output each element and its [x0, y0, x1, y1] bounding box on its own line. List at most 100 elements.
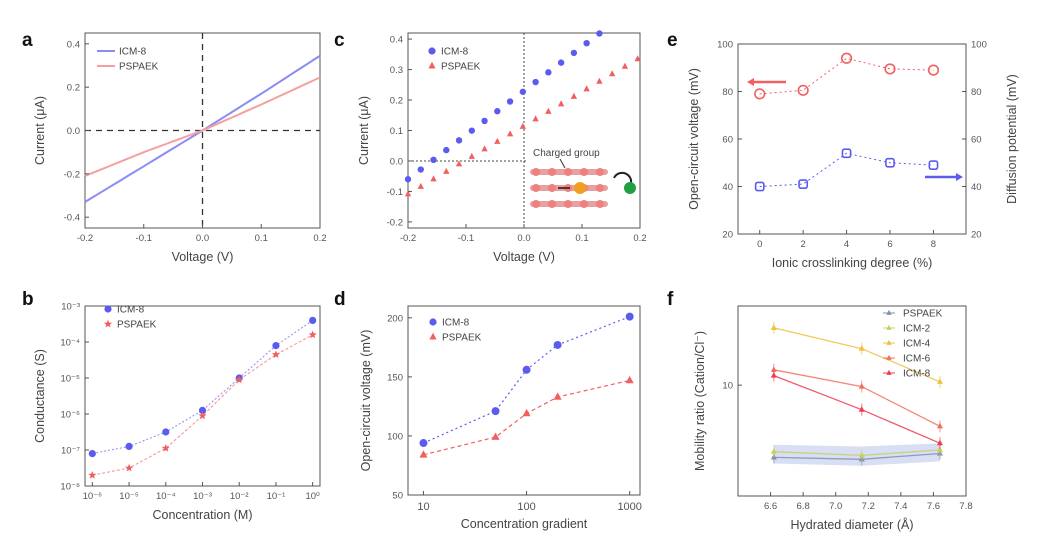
y-tick-label: -0.1 [387, 187, 403, 198]
chart-b-frame [84, 305, 321, 487]
point-ICM-8 [417, 166, 424, 173]
point-ICM-6 [770, 366, 777, 372]
point-PSPAEK [570, 92, 578, 99]
point-PSPAEK [455, 160, 463, 167]
point-PSPAEK [494, 137, 501, 144]
point-PSPAEK [532, 115, 539, 122]
point-PSPAEK [553, 392, 562, 400]
point-Diffusion potential [928, 160, 939, 171]
y2-tick-label: 40 [971, 182, 982, 193]
point-ICM-8 [596, 30, 603, 37]
point-ICM-8 [583, 39, 590, 47]
x-tick-label: 7.4 [894, 501, 907, 512]
point-ICM-8 [625, 312, 634, 321]
left-axis-arrowhead [747, 78, 754, 86]
charged-group-bead [548, 200, 556, 208]
y-tick-label: 0.1 [390, 126, 403, 137]
point-ICM-8 [519, 88, 527, 95]
point-ICM-8 [570, 49, 578, 57]
panel-letter-a: a [22, 30, 33, 51]
legend-label: ICM-8 [441, 47, 469, 58]
y-tick-label: -0.2 [64, 169, 80, 180]
point-ICM-4 [770, 324, 777, 330]
point-ICM-8 [545, 69, 552, 76]
series-line-PSPAEK [84, 76, 321, 177]
x-tick-label: 4 [844, 239, 849, 250]
point-PSPAEK [198, 411, 207, 420]
charged-group-bead [580, 168, 588, 176]
point-Open-circuit voltage [884, 63, 896, 75]
point-PSPAEK [481, 145, 488, 152]
point-ICM-8 [557, 59, 565, 66]
point-ICM-8 [125, 442, 133, 450]
y-axis-label: Current (μA) [33, 96, 47, 165]
y-tick-label: 10⁻⁷ [61, 446, 81, 457]
inset-pointer [559, 158, 566, 169]
series-line-Diffusion potential [759, 152, 934, 187]
panel-letter-c: c [334, 30, 345, 51]
charged-group-bead [548, 184, 556, 192]
error-band [773, 443, 940, 466]
y2-tick-label: 80 [971, 87, 982, 98]
panel-letter-b: b [22, 289, 34, 310]
point-Diffusion potential [885, 157, 895, 168]
point-PSPAEK [491, 432, 500, 440]
y-axis-label: Current (μA) [357, 96, 371, 165]
legend-marker [886, 354, 892, 360]
point-PSPAEK [419, 450, 428, 458]
x-axis-label: Ionic crosslinking degree (%) [772, 256, 933, 270]
x-tick-label: 6.8 [797, 501, 810, 512]
y-tick-label: 200 [387, 313, 403, 324]
point-ICM-8 [455, 137, 463, 144]
x-tick-label: -0.1 [136, 233, 152, 244]
chart-f: 6.6 6.8 7.0 7.2 7.4 7.6 7.8 10 Hydrated diameter… [693, 305, 973, 532]
point-PSPAEK [608, 70, 616, 77]
y-tick-label: 100 [717, 40, 733, 51]
anion-ion [624, 182, 636, 194]
x-tick-label: 0.2 [633, 233, 646, 244]
point-PSPAEK [125, 463, 134, 472]
legend-label: ICM-8 [903, 369, 931, 380]
charged-group-bead [532, 184, 540, 192]
y2-axis-label: Diffusion potential (mV) [1005, 74, 1019, 204]
point-Open-circuit voltage [840, 52, 853, 64]
y-tick-label: 10⁻³ [61, 302, 80, 313]
point-PSPAEK [519, 122, 527, 129]
panel-letter-e: e [667, 30, 678, 51]
point-ICM-8 [481, 117, 488, 125]
point-ICM-8 [491, 407, 500, 416]
series-line-ICM-8 [92, 319, 313, 455]
series-line-PSPAEK [92, 334, 313, 476]
y2-tick-label: 100 [971, 40, 987, 51]
series-line-Open-circuit voltage [759, 57, 934, 95]
y-tick-label: 10⁻⁸ [60, 482, 80, 493]
point-ICM-8 [88, 450, 96, 458]
x-tick-label: 8 [931, 239, 936, 250]
point-ICM-8 [553, 340, 562, 349]
y-tick-label: 0.3 [390, 65, 403, 76]
x-tick-label: 6.6 [764, 501, 777, 512]
x-tick-label: 10⁰ [305, 491, 320, 502]
chart-c: Charged group -0.2 -0.1 0.0 0.1 0.2 -0.2 -0.1 0.… [357, 30, 647, 264]
y2-tick-label: 60 [971, 135, 982, 146]
x-tick-label: 10⁻³ [193, 491, 212, 502]
y-tick-label: 40 [722, 182, 733, 193]
point-PSPAEK [235, 375, 244, 384]
x-tick-label: 0.0 [517, 233, 530, 244]
y-axis-label: Conductance (S) [33, 349, 47, 443]
y-tick-label: 0.4 [67, 39, 80, 50]
right-axis-arrowhead [956, 173, 963, 181]
point-Open-circuit voltage [797, 84, 809, 96]
legend-label: PSPAEK [119, 62, 159, 73]
x-tick-label: -0.1 [458, 233, 474, 244]
point-PSPAEK [596, 77, 603, 84]
inset-label: Charged group [533, 148, 600, 159]
point-PSPAEK [506, 130, 514, 137]
point-Diffusion potential [798, 179, 809, 190]
x-tick-label: 0 [757, 239, 762, 250]
charged-group-bead [532, 200, 540, 208]
y-tick-label: 20 [722, 230, 733, 241]
chart-f-frame [737, 305, 967, 497]
point-PSPAEK [634, 55, 641, 62]
point-PSPAEK [417, 182, 424, 189]
